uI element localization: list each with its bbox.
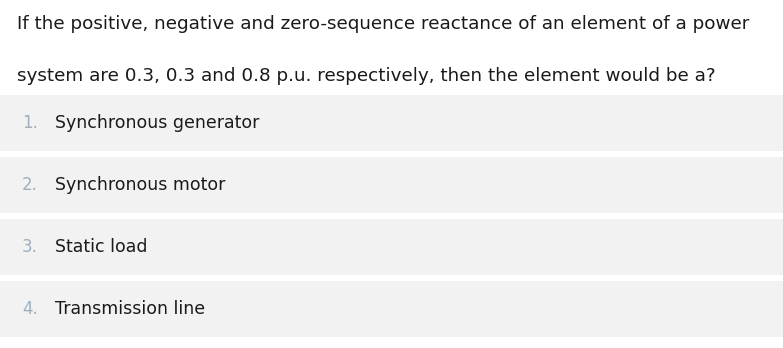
Bar	[0, 95, 783, 151]
Text: If the positive, negative and zero-sequence reactance of an element of a power: If the positive, negative and zero-seque…	[17, 15, 749, 33]
Text: system are 0.3, 0.3 and 0.8 p.u. respectively, then the element would be a?: system are 0.3, 0.3 and 0.8 p.u. respect…	[17, 67, 716, 85]
Text: 2.: 2.	[22, 176, 38, 194]
Bar	[0, 219, 783, 275]
Text: Synchronous motor: Synchronous motor	[55, 176, 226, 194]
Bar	[0, 281, 783, 337]
Text: 1.: 1.	[22, 114, 38, 132]
Text: Transmission line: Transmission line	[55, 300, 205, 318]
Bar	[0, 157, 783, 213]
Text: 4.: 4.	[22, 300, 38, 318]
Text: Static load: Static load	[55, 238, 147, 256]
Text: 3.: 3.	[22, 238, 38, 256]
Text: Synchronous generator: Synchronous generator	[55, 114, 259, 132]
